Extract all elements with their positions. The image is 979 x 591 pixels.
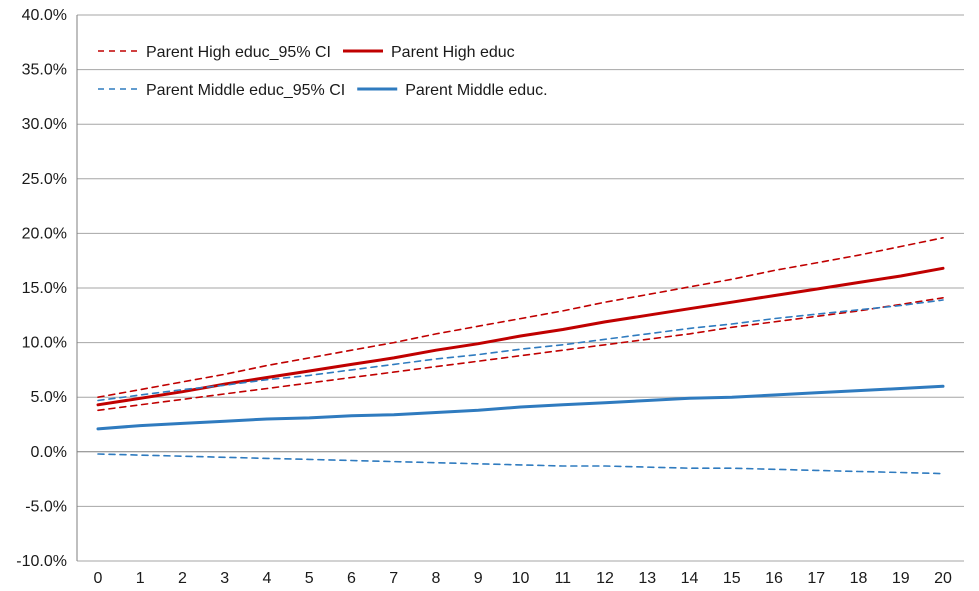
legend-label: Parent Middle educ. <box>405 82 547 99</box>
y-tick-label: 35.0% <box>22 62 67 79</box>
x-tick-label: 6 <box>347 570 356 587</box>
x-tick-label: 14 <box>681 570 699 587</box>
y-tick-label: 15.0% <box>22 280 67 297</box>
y-tick-label: -5.0% <box>25 498 67 515</box>
x-tick-label: 1 <box>136 570 145 587</box>
y-tick-label: 25.0% <box>22 171 67 188</box>
x-tick-label: 18 <box>850 570 868 587</box>
x-tick-label: 0 <box>94 570 103 587</box>
y-tick-label: 40.0% <box>22 7 67 24</box>
ci-line <box>97 237 944 399</box>
y-tick-label: 5.0% <box>31 389 67 406</box>
x-tick-label: 8 <box>432 570 441 587</box>
x-tick-label: 15 <box>723 570 741 587</box>
x-tick-label: 3 <box>220 570 229 587</box>
legend: Parent High educ_95% CI Parent High educ P… <box>98 44 548 99</box>
x-tick-label: 19 <box>892 570 910 587</box>
x-tick-label: 7 <box>389 570 398 587</box>
legend-label: Parent Middle educ_95% CI <box>146 82 345 99</box>
series-line <box>96 266 945 407</box>
x-tick-label: 11 <box>554 570 571 587</box>
x-tick-label: 17 <box>807 570 825 587</box>
y-tick-label: 10.0% <box>22 335 67 352</box>
axes <box>76 15 964 561</box>
ci-line <box>97 299 944 402</box>
x-tick-labels: 0 1 2 3 4 5 6 7 8 9 10 11 12 13 14 15 16 17 18 19 20 <box>94 570 952 587</box>
x-tick-label: 12 <box>596 570 614 587</box>
x-tick-label: 20 <box>934 570 952 587</box>
series-lines <box>96 237 945 475</box>
x-tick-label: 4 <box>263 570 272 587</box>
x-tick-label: 10 <box>512 570 530 587</box>
ci-line <box>97 453 944 475</box>
y-tick-label: 30.0% <box>22 116 67 133</box>
x-tick-label: 5 <box>305 570 314 587</box>
legend-label: Parent High educ_95% CI <box>146 44 331 61</box>
y-tick-label: 0.0% <box>31 444 67 461</box>
x-tick-label: 16 <box>765 570 783 587</box>
y-tick-labels: -10.0% -5.0% 0.0% 5.0% 10.0% 15.0% 20.0% 25.0% 3… <box>16 7 67 570</box>
x-tick-label: 9 <box>474 570 483 587</box>
x-tick-label: 13 <box>638 570 656 587</box>
y-tick-label: -10.0% <box>16 553 67 570</box>
series-line <box>96 384 945 431</box>
legend-label: Parent High educ <box>391 44 515 61</box>
x-tick-label: 2 <box>178 570 187 587</box>
y-tick-label: 20.0% <box>22 225 67 242</box>
ci-line <box>97 296 944 412</box>
grid-lines <box>77 14 964 562</box>
